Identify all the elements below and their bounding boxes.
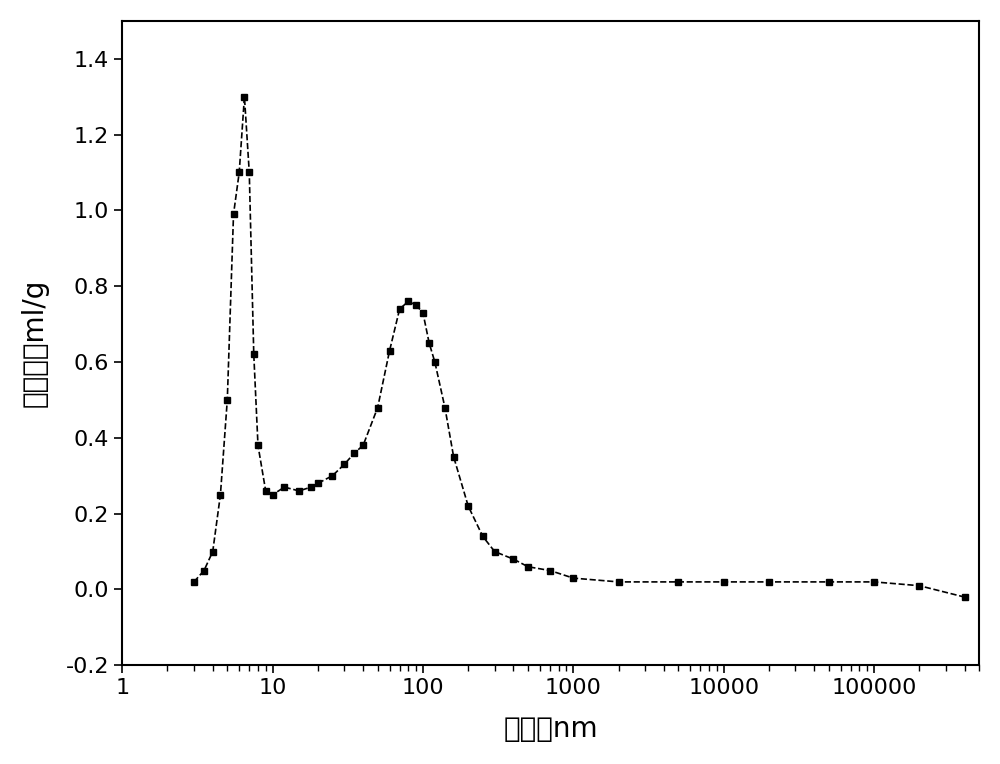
- Y-axis label: 压求量，ml/g: 压求量，ml/g: [21, 279, 49, 407]
- X-axis label: 孔径，nm: 孔径，nm: [503, 715, 598, 743]
